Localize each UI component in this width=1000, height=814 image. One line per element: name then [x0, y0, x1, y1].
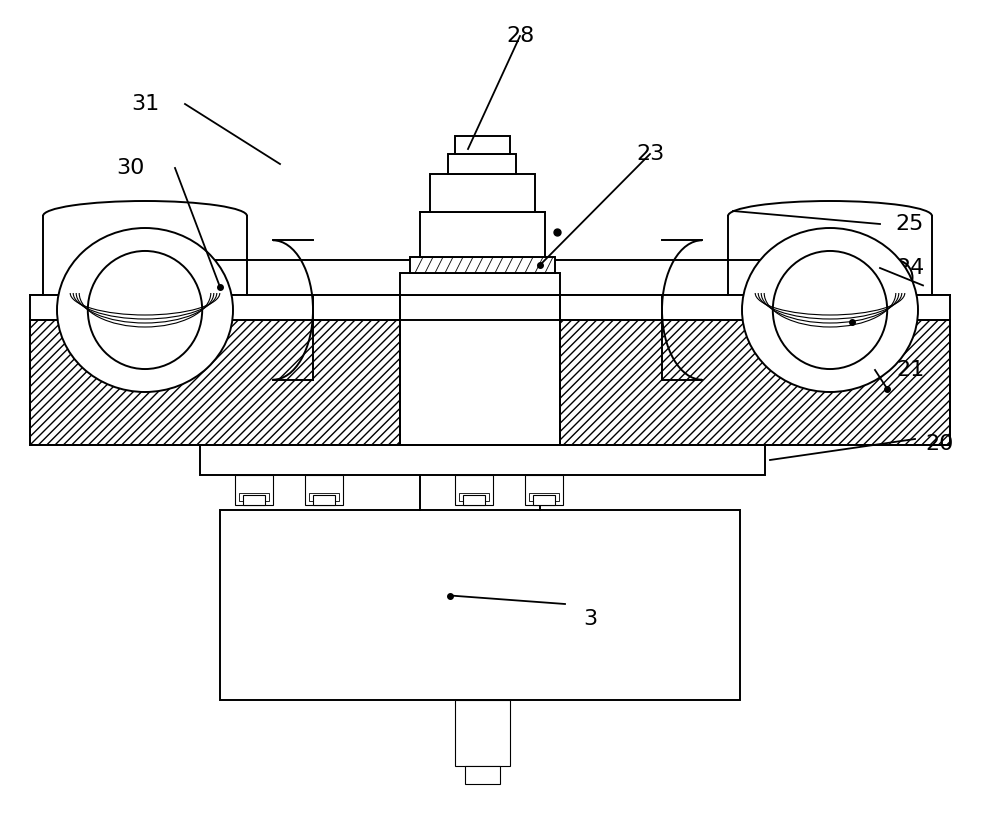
Bar — [455, 475, 493, 505]
Text: 31: 31 — [131, 94, 159, 114]
Text: 20: 20 — [926, 434, 954, 454]
Bar — [30, 320, 950, 445]
Bar — [465, 766, 500, 784]
Text: 28: 28 — [506, 26, 534, 46]
Bar — [30, 320, 950, 445]
Bar — [463, 495, 485, 505]
Bar — [410, 257, 555, 273]
Bar — [525, 475, 563, 505]
Ellipse shape — [88, 251, 202, 369]
Bar — [400, 320, 560, 445]
Ellipse shape — [742, 228, 918, 392]
Text: 3: 3 — [583, 609, 597, 629]
Ellipse shape — [57, 228, 233, 392]
Bar — [533, 495, 555, 505]
Bar — [529, 493, 559, 501]
Bar — [420, 212, 545, 257]
Text: 24: 24 — [896, 258, 924, 278]
Bar — [400, 273, 560, 295]
Text: 21: 21 — [896, 360, 924, 380]
Bar — [30, 295, 950, 320]
Bar — [220, 510, 740, 700]
Bar — [560, 320, 950, 445]
Bar — [400, 295, 560, 445]
Bar — [400, 295, 560, 445]
Ellipse shape — [773, 251, 887, 369]
Bar — [455, 136, 510, 154]
Text: 25: 25 — [896, 214, 924, 234]
Bar — [200, 445, 765, 475]
Bar — [448, 154, 516, 174]
Bar — [455, 700, 510, 766]
Bar — [243, 495, 265, 505]
Bar — [459, 493, 489, 501]
Bar — [239, 493, 269, 501]
Text: 23: 23 — [636, 144, 664, 164]
Bar — [30, 320, 950, 445]
Bar — [305, 475, 343, 505]
Bar — [313, 495, 335, 505]
Bar — [430, 174, 535, 212]
Bar — [235, 475, 273, 505]
Text: 30: 30 — [116, 158, 144, 178]
Bar — [30, 320, 400, 445]
Bar — [309, 493, 339, 501]
